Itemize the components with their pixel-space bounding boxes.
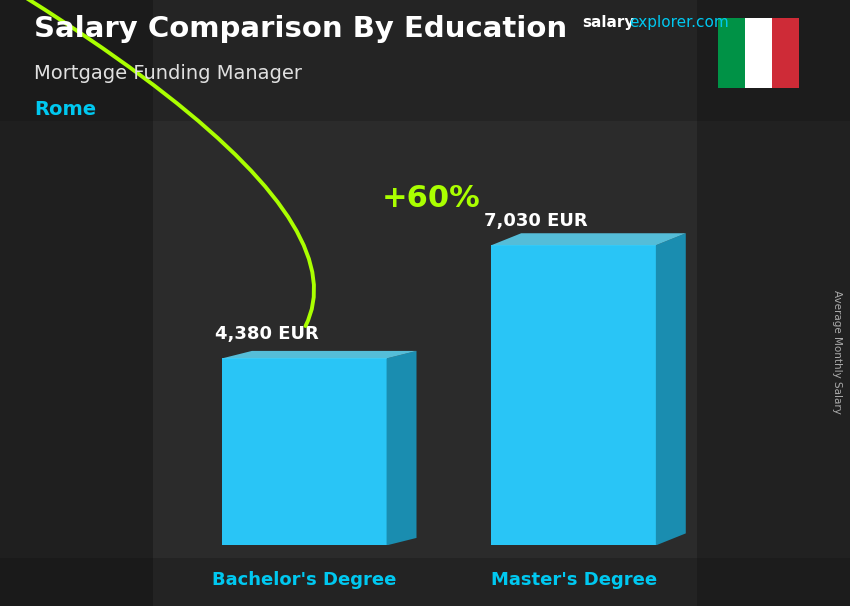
Text: Salary Comparison By Education: Salary Comparison By Education — [34, 15, 567, 43]
Bar — [0, 0, 153, 606]
Text: Master's Degree: Master's Degree — [490, 571, 657, 589]
Polygon shape — [491, 245, 656, 545]
Bar — [0, 558, 850, 606]
Text: explorer.com: explorer.com — [629, 15, 728, 30]
Text: Average Monthly Salary: Average Monthly Salary — [832, 290, 842, 413]
Polygon shape — [656, 233, 686, 545]
Text: Rome: Rome — [34, 100, 96, 119]
Text: Mortgage Funding Manager: Mortgage Funding Manager — [34, 64, 302, 82]
Text: Bachelor's Degree: Bachelor's Degree — [212, 571, 396, 589]
Text: 7,030 EUR: 7,030 EUR — [484, 212, 587, 230]
Bar — [745, 18, 772, 88]
Text: 4,380 EUR: 4,380 EUR — [214, 325, 318, 344]
Bar — [697, 0, 850, 606]
Polygon shape — [222, 358, 387, 545]
Bar — [0, 0, 850, 121]
Polygon shape — [491, 233, 686, 245]
Text: salary: salary — [582, 15, 635, 30]
Bar — [772, 18, 799, 88]
Polygon shape — [387, 351, 416, 545]
Text: +60%: +60% — [382, 184, 481, 213]
Polygon shape — [222, 351, 416, 358]
Bar — [718, 18, 745, 88]
